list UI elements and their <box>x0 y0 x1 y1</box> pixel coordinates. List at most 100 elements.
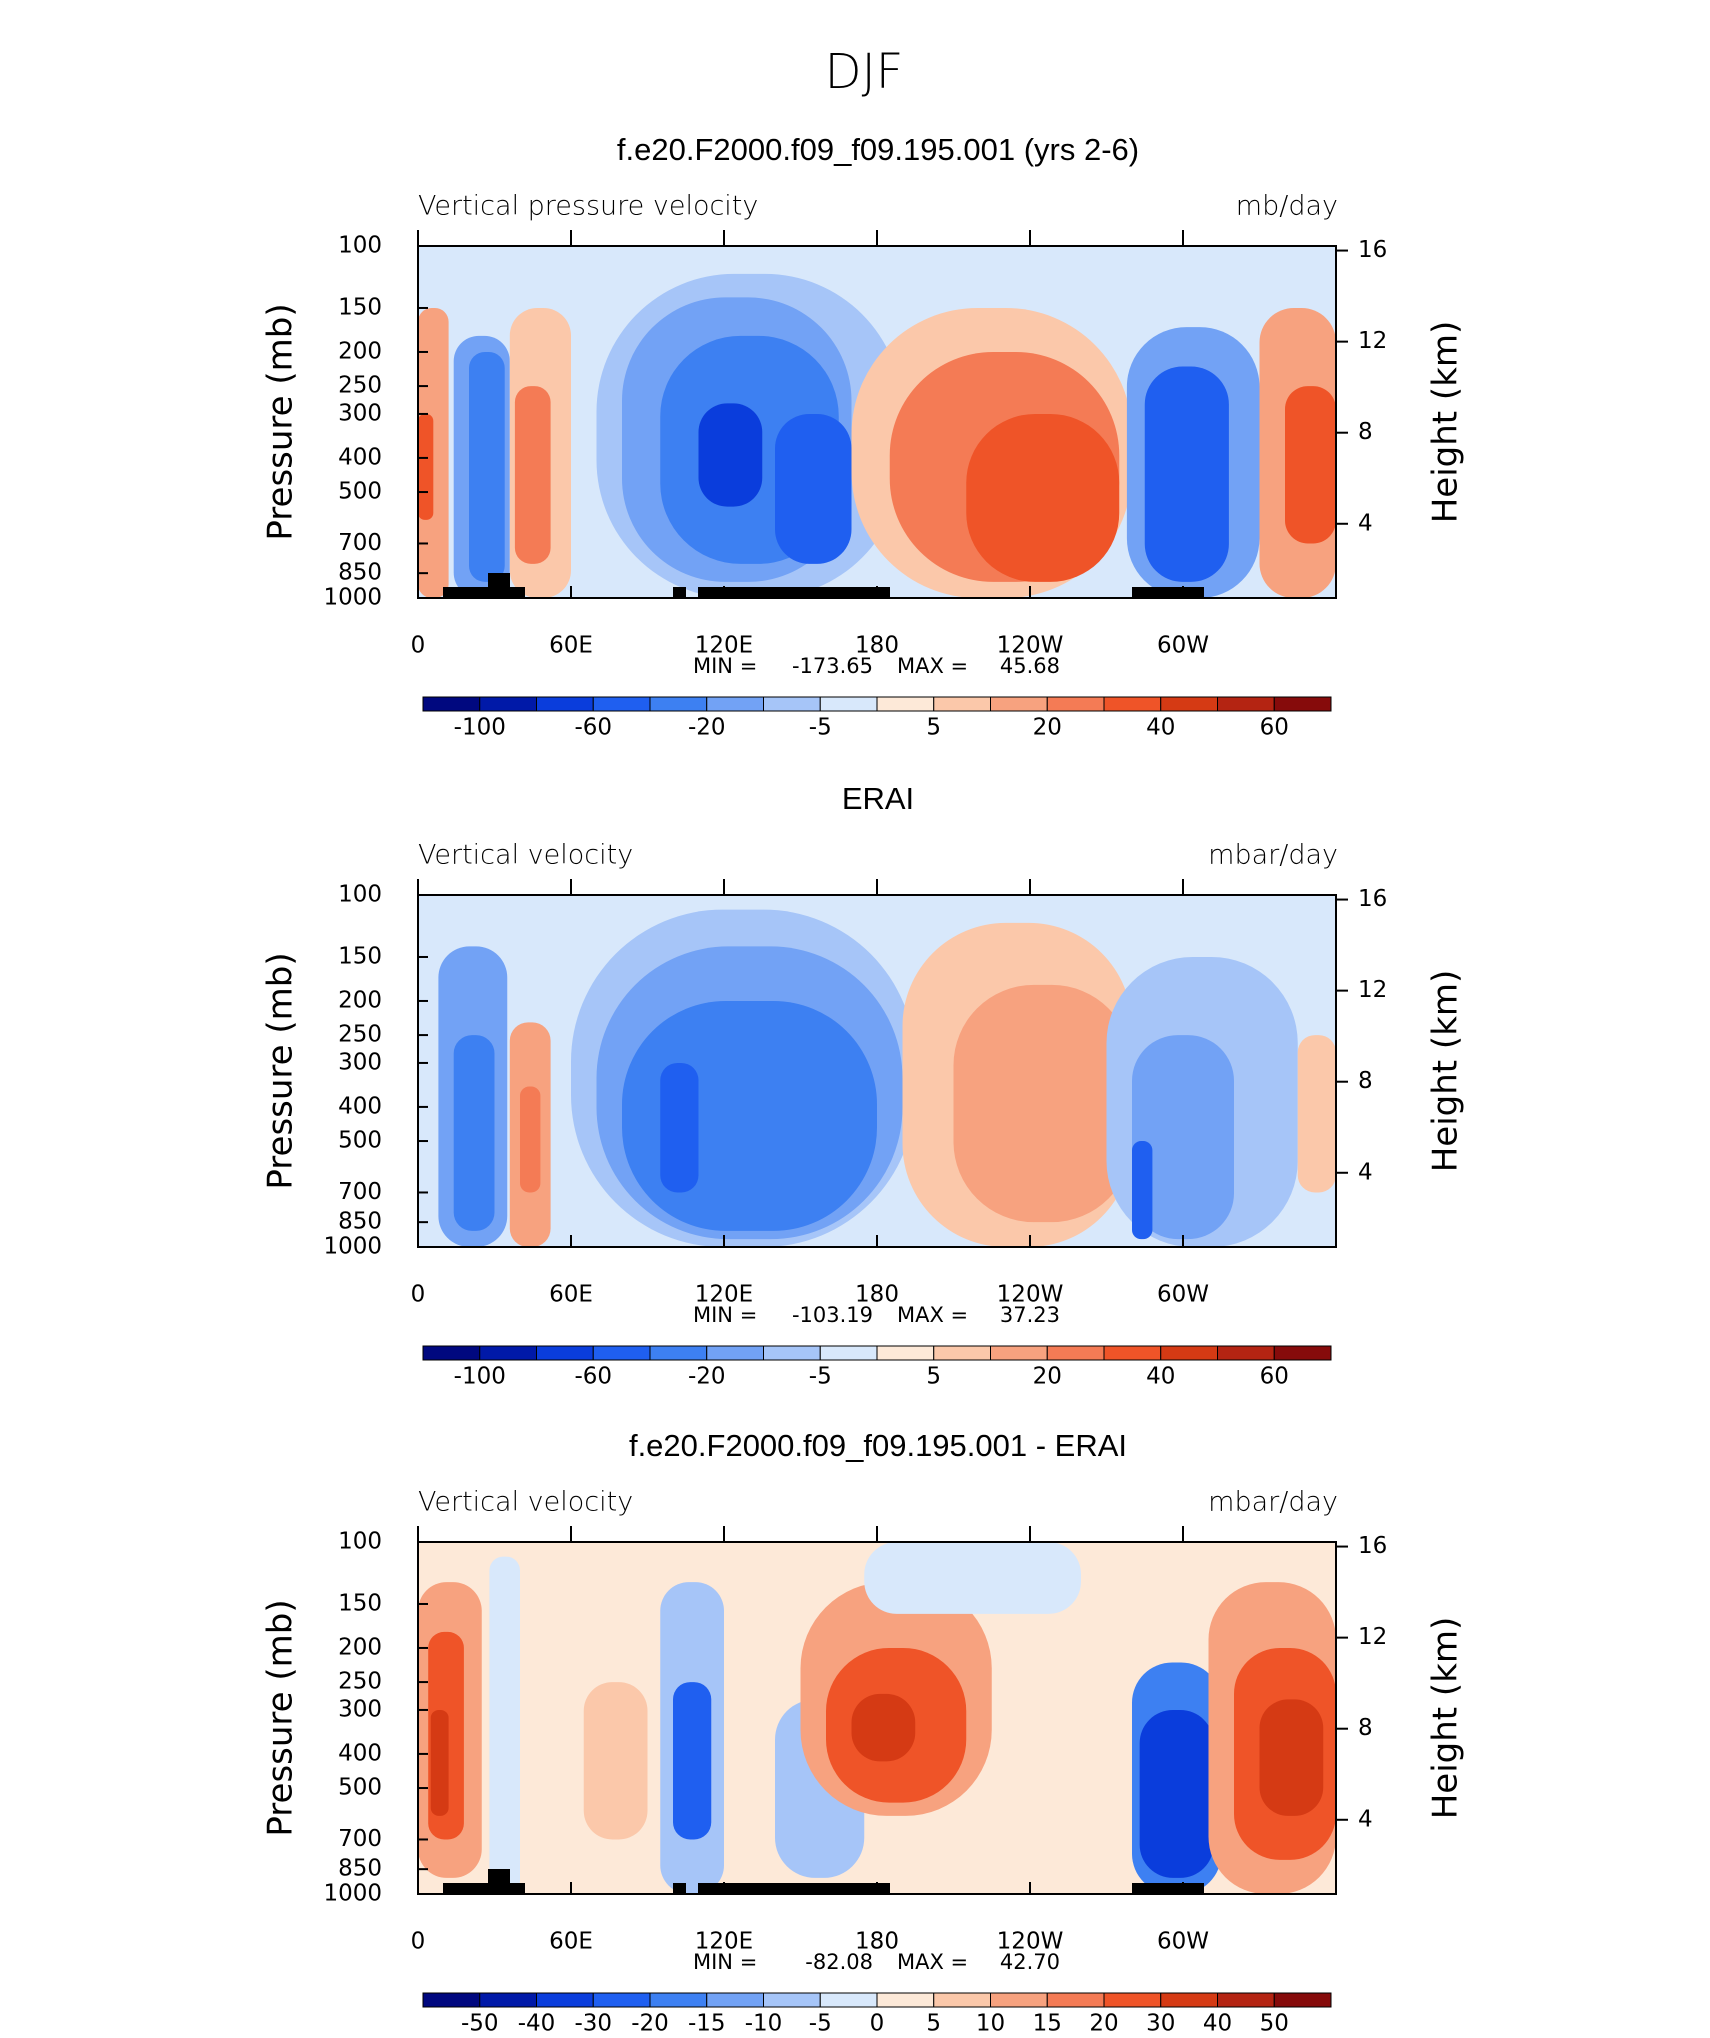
colorbar-label: -100 <box>454 715 506 741</box>
y-tick-label: 100 <box>338 882 382 908</box>
colorbar-box <box>990 1992 1048 2008</box>
colorbar-box <box>536 1345 594 1361</box>
x-tick-label: 0 <box>411 633 426 659</box>
contour-region <box>851 1693 916 1762</box>
colorbar-label: -30 <box>574 2011 612 2037</box>
colorbar-box <box>763 696 821 712</box>
colorbar-label: 5 <box>926 2011 941 2037</box>
y-axis-label: Pressure (mb) <box>261 1599 301 1836</box>
colorbar-box <box>819 1992 878 2008</box>
colorbar-box <box>990 1345 1048 1361</box>
colorbar-box <box>1160 1345 1218 1361</box>
colorbar-box <box>1103 1345 1162 1361</box>
variable-label: Vertical velocity <box>418 1487 633 1518</box>
y2-tick-label: 12 <box>1358 1624 1387 1650</box>
colorbar-box <box>1273 1345 1332 1361</box>
colorbar-box <box>649 696 708 712</box>
y-tick-label: 200 <box>338 338 382 364</box>
colorbar-box <box>1046 1992 1105 2008</box>
contour-region <box>1285 386 1336 544</box>
y2-tick-label: 8 <box>1358 1715 1373 1741</box>
figure-title: DJF <box>825 44 904 100</box>
colorbar-box <box>1103 696 1162 712</box>
contour-region <box>864 1542 1081 1614</box>
colorbar-label: -60 <box>574 715 612 741</box>
colorbar-box <box>876 1345 935 1361</box>
colorbar-box <box>649 1345 708 1361</box>
x-tick-label: 120W <box>997 633 1064 659</box>
x-tick-label: 60E <box>549 1929 593 1955</box>
colorbar-box <box>1160 1992 1218 2008</box>
stat-value: 42.70 <box>1000 1950 1060 1974</box>
y-tick-label: 700 <box>338 1179 382 1205</box>
y-tick-label: 500 <box>338 479 382 505</box>
y-tick-label: 850 <box>338 1856 382 1882</box>
y-axis-label: Pressure (mb) <box>261 952 301 1189</box>
colorbar-label: -5 <box>809 2011 832 2037</box>
contour-region <box>1259 1699 1324 1816</box>
colorbar-label: -20 <box>631 2011 669 2037</box>
x-tick-label: 0 <box>411 1282 426 1308</box>
y2-tick-label: 12 <box>1358 977 1387 1003</box>
contour-region <box>1297 1035 1336 1193</box>
y-tick-label: 500 <box>338 1775 382 1801</box>
colorbar-label: 15 <box>1033 2011 1062 2037</box>
colorbar-label: 60 <box>1260 1364 1289 1390</box>
colorbar-label: 0 <box>870 2011 885 2037</box>
panel-title: f.e20.F2000.f09_f09.195.001 - ERAI <box>629 1428 1127 1463</box>
contour-region <box>453 1035 495 1231</box>
colorbar-box <box>819 696 878 712</box>
x-tick-label: 120W <box>997 1282 1064 1308</box>
y2-tick-label: 4 <box>1358 510 1373 536</box>
colorbar-label: 30 <box>1146 2011 1175 2037</box>
colorbar-box <box>422 696 481 712</box>
y-tick-label: 100 <box>338 1529 382 1555</box>
y-tick-label: 150 <box>338 294 382 320</box>
colorbar-label: 10 <box>976 2011 1005 2037</box>
contour-field <box>418 1542 1336 1894</box>
colorbar-box <box>990 696 1048 712</box>
y-tick-label: 500 <box>338 1128 382 1154</box>
panel: f.e20.F2000.f09_f09.195.001 - ERAI Vertic… <box>261 1428 1466 2036</box>
y2-tick-label: 8 <box>1358 1068 1373 1094</box>
y2-tick-label: 4 <box>1358 1159 1373 1185</box>
y-tick-label: 200 <box>338 987 382 1013</box>
x-tick-label: 120W <box>997 1929 1064 1955</box>
y-tick-label: 300 <box>338 1049 382 1075</box>
x-tick-label: 60E <box>549 633 593 659</box>
x-tick-label: 60W <box>1157 1929 1209 1955</box>
contour-region <box>966 413 1120 582</box>
x-tick-label: 120E <box>695 633 753 659</box>
colorbar-label: -15 <box>688 2011 726 2037</box>
x-tick-label: 60E <box>549 1282 593 1308</box>
contour-region <box>418 413 434 520</box>
colorbar-box <box>1273 696 1332 712</box>
y-tick-label: 400 <box>338 1093 382 1119</box>
stat-label: MIN = <box>693 654 757 678</box>
colorbar-box <box>763 1345 821 1361</box>
stat-value: -173.65 <box>792 654 873 678</box>
colorbar-box <box>479 1345 537 1361</box>
colorbar-box <box>1217 1345 1275 1361</box>
y-tick-label: 1000 <box>323 1234 382 1260</box>
contour-region <box>583 1682 648 1840</box>
units-label: mbar/day <box>1208 840 1338 871</box>
colorbar-label: -10 <box>745 2011 783 2037</box>
contour-region <box>775 413 852 564</box>
colorbar-box <box>1103 1992 1162 2008</box>
y-tick-label: 250 <box>338 1669 382 1695</box>
colorbar-box <box>933 1992 991 2008</box>
colorbar-box <box>933 1345 991 1361</box>
contour-region <box>430 1709 449 1816</box>
colorbar-box <box>422 1345 481 1361</box>
units-label: mbar/day <box>1208 1487 1338 1518</box>
topography <box>443 573 1204 598</box>
y-tick-label: 300 <box>338 1696 382 1722</box>
y-tick-label: 700 <box>338 1826 382 1852</box>
y-tick-label: 400 <box>338 444 382 470</box>
colorbar-label: -20 <box>688 715 726 741</box>
units-label: mb/day <box>1236 191 1338 222</box>
colorbar-box <box>1046 696 1105 712</box>
colorbar-box <box>536 1992 594 2008</box>
